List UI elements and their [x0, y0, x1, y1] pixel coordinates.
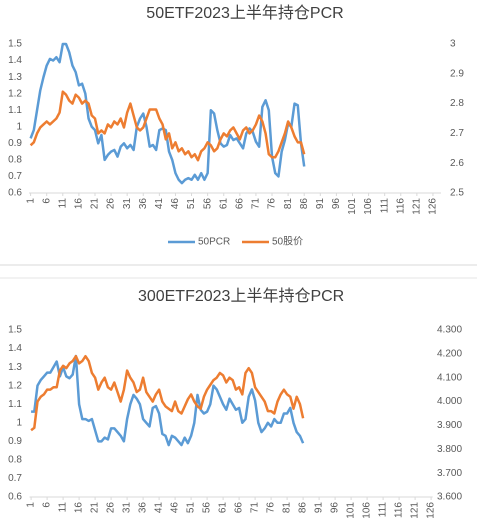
x-tick-label: 41: [154, 502, 165, 514]
x-tick-label: 16: [74, 502, 85, 514]
x-tick-label: 61: [218, 198, 229, 210]
x-tick-label: 71: [251, 198, 262, 210]
y2-tick-label: 2.6: [450, 158, 464, 169]
x-tick-label: 126: [428, 198, 439, 215]
y-tick-label: 1: [16, 121, 22, 132]
x-tick-label: 41: [154, 198, 165, 210]
y-tick-label: 0.9: [8, 436, 22, 447]
x-tick-label: 76: [266, 502, 277, 514]
x-tick-label: 76: [267, 198, 278, 210]
x-tick-label: 111: [379, 198, 390, 214]
x-tick-label: 21: [90, 198, 101, 210]
y-tick-label: 1.3: [8, 72, 22, 83]
x-tick-label: 96: [331, 198, 342, 210]
x-tick-label: 96: [330, 502, 341, 514]
x-tick-label: 111: [378, 502, 389, 518]
chart-title: 300ETF2023上半年持仓PCR: [138, 287, 344, 305]
x-tick-label: 36: [138, 198, 149, 210]
y-tick-label: 0.8: [8, 155, 22, 166]
y2-tick-label: 3: [450, 39, 456, 50]
x-tick-label: 91: [314, 502, 325, 514]
x-tick-label: 51: [186, 502, 197, 514]
x-tick-label: 66: [234, 502, 245, 514]
x-tick-label: 81: [283, 198, 294, 210]
y2-tick-label: 3.700: [437, 468, 462, 479]
series-line: [30, 354, 305, 432]
y-tick-label: 1.5: [8, 39, 22, 50]
y2-tick-label: 2.9: [450, 68, 464, 79]
y2-tick-label: 3.900: [437, 420, 462, 431]
x-tick-label: 16: [74, 198, 85, 210]
y2-tick-label: 4.100: [437, 372, 462, 383]
y-tick-label: 1.1: [8, 105, 22, 116]
x-tick-label: 6: [42, 502, 53, 508]
x-tick-label: 46: [170, 198, 181, 210]
x-tick-label: 1: [26, 502, 37, 508]
y-tick-label: 0.6: [8, 492, 22, 503]
x-tick-label: 121: [410, 502, 421, 519]
y2-tick-label: 4.000: [437, 396, 462, 407]
legend-label: 50PCR: [198, 237, 230, 248]
x-tick-label: 6: [41, 198, 52, 204]
x-tick-label: 71: [250, 502, 261, 514]
y-tick-label: 1.5: [8, 325, 22, 336]
y2-tick-label: 4.200: [437, 348, 462, 359]
x-tick-label: 66: [234, 198, 245, 210]
y-tick-label: 0.9: [8, 138, 22, 149]
y-tick-label: 0.7: [8, 473, 22, 484]
y-tick-label: 1: [16, 417, 22, 428]
x-tick-label: 116: [394, 502, 405, 518]
y-tick-label: 1.4: [8, 55, 22, 66]
x-tick-label: 11: [58, 502, 69, 513]
x-tick-label: 126: [426, 502, 437, 519]
legend-label: 50股价: [272, 236, 303, 248]
y2-tick-label: 2.7: [450, 128, 464, 139]
x-tick-label: 36: [138, 502, 149, 514]
y2-tick-label: 4.300: [437, 325, 462, 336]
x-tick-label: 106: [362, 502, 373, 519]
y2-tick-label: 3.600: [437, 492, 462, 503]
x-tick-label: 11: [57, 198, 68, 209]
y-tick-label: 1.2: [8, 380, 22, 391]
x-tick-label: 21: [90, 502, 101, 514]
x-tick-label: 61: [218, 502, 229, 514]
x-tick-label: 101: [347, 198, 358, 215]
x-tick-label: 91: [315, 198, 326, 210]
chart-title: 50ETF2023上半年持仓PCR: [146, 4, 343, 22]
y2-tick-label: 2.5: [450, 188, 464, 199]
x-tick-label: 101: [346, 502, 357, 519]
x-tick-label: 51: [186, 198, 197, 210]
y-tick-label: 0.6: [8, 188, 22, 199]
y2-tick-label: 2.8: [450, 98, 464, 109]
x-tick-label: 86: [298, 502, 309, 514]
x-tick-label: 31: [122, 198, 133, 210]
y2-tick-label: 3.800: [437, 444, 462, 455]
x-tick-label: 56: [202, 198, 213, 210]
x-tick-label: 26: [106, 198, 117, 210]
x-tick-label: 106: [363, 198, 374, 215]
y-tick-label: 0.7: [8, 171, 22, 182]
y-tick-label: 1.1: [8, 399, 22, 410]
series-line: [31, 354, 305, 447]
x-tick-label: 116: [395, 198, 406, 214]
series-line: [29, 42, 306, 185]
x-tick-label: 86: [299, 198, 310, 210]
x-tick-label: 1: [25, 198, 36, 204]
x-tick-label: 31: [122, 502, 133, 514]
x-tick-label: 26: [106, 502, 117, 514]
y-tick-label: 1.3: [8, 362, 22, 373]
x-tick-label: 56: [202, 502, 213, 514]
x-tick-label: 81: [282, 502, 293, 514]
y-tick-label: 1.4: [8, 343, 22, 354]
y-tick-label: 0.8: [8, 455, 22, 466]
x-tick-label: 46: [170, 502, 181, 514]
series-line: [29, 90, 306, 162]
x-tick-label: 121: [412, 198, 423, 215]
y-tick-label: 1.2: [8, 88, 22, 99]
